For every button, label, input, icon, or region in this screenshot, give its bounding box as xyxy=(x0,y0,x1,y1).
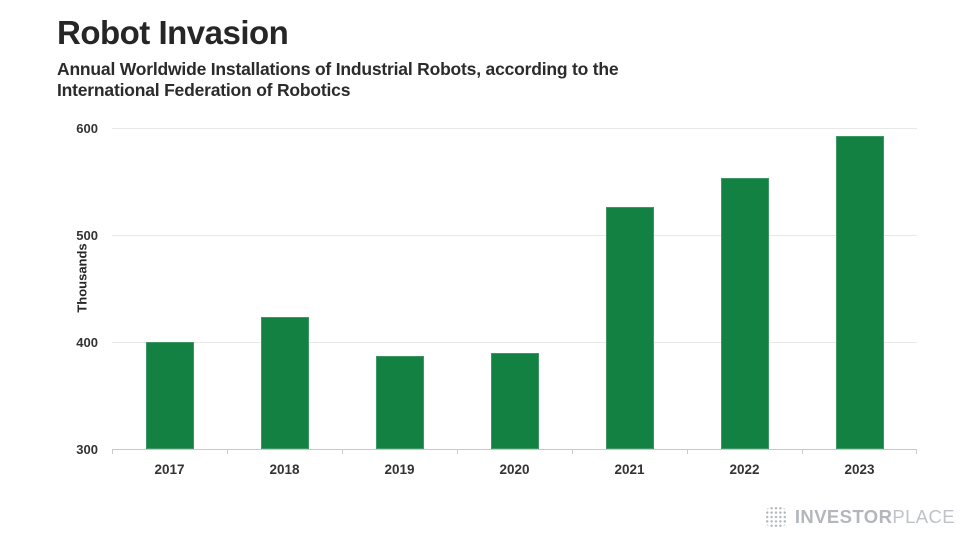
x-tick-label-2021: 2021 xyxy=(614,462,645,477)
bar-cell-2020 xyxy=(457,128,572,449)
x-tick-mark xyxy=(457,449,458,454)
chart-subtitle: Annual Worldwide Installations of Indust… xyxy=(57,59,619,101)
bar-cell-2022 xyxy=(687,128,802,449)
y-tick-label-500: 500 xyxy=(76,227,98,243)
x-tick-label-2022: 2022 xyxy=(729,462,760,477)
bar-cell-2018 xyxy=(227,128,342,449)
bar-2019 xyxy=(375,355,424,449)
y-tick-label-300: 300 xyxy=(76,441,98,457)
bar-cell-2021 xyxy=(572,128,687,449)
bar-2021 xyxy=(605,207,654,449)
logo-text: INVESTORPLACE xyxy=(795,506,955,528)
bar-2023 xyxy=(835,135,884,449)
gridline-600 xyxy=(112,127,917,129)
bar-2017 xyxy=(145,342,194,449)
x-tick-mark xyxy=(572,449,573,454)
x-tick-label-2019: 2019 xyxy=(384,462,415,477)
gridline-300 xyxy=(112,448,917,450)
bar-chart-plot-area: 300 400 500 600 2017 2018 2019 2020 2021 2022 2023 xyxy=(76,122,917,477)
bar-cell-2023 xyxy=(802,128,917,449)
x-tick-mark xyxy=(112,449,113,454)
chart-title: Robot Invasion xyxy=(57,14,289,51)
x-tick-mark xyxy=(802,449,803,454)
bar-2020 xyxy=(490,352,539,449)
bar-cell-2019 xyxy=(342,128,457,449)
x-tick-label-2023: 2023 xyxy=(844,462,875,477)
x-tick-label-2018: 2018 xyxy=(269,462,300,477)
gridline-400 xyxy=(112,341,917,343)
x-tick-mark xyxy=(227,449,228,454)
y-tick-label-400: 400 xyxy=(76,334,98,350)
x-tick-mark xyxy=(342,449,343,454)
y-axis-title: Thousands xyxy=(74,243,90,313)
dotted-globe-icon xyxy=(763,505,788,529)
x-tick-mark xyxy=(687,449,688,454)
logo-text-light: PLACE xyxy=(892,506,955,527)
bar-cell-2017 xyxy=(112,128,227,449)
x-tick-label-2020: 2020 xyxy=(499,462,530,477)
bar-2018 xyxy=(260,317,309,449)
chart-header: Robot Invasion Annual Worldwide Installa… xyxy=(57,14,712,102)
x-tick-mark xyxy=(916,449,917,454)
x-tick-label-2017: 2017 xyxy=(154,462,185,477)
y-tick-label-600: 600 xyxy=(76,120,98,136)
investorplace-logo: INVESTORPLACE xyxy=(763,505,955,529)
bar-2022 xyxy=(720,178,769,449)
gridline-500 xyxy=(112,234,917,236)
logo-text-bold: INVESTOR xyxy=(794,506,893,527)
